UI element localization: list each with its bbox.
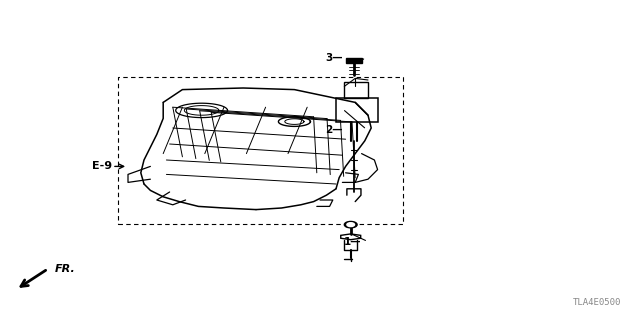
Bar — [346, 58, 362, 63]
Circle shape — [344, 221, 357, 228]
Text: FR.: FR. — [54, 264, 75, 274]
Text: E-9: E-9 — [92, 161, 112, 172]
Text: 2—: 2— — [325, 124, 342, 135]
Text: 1—: 1— — [344, 236, 362, 247]
Circle shape — [347, 223, 355, 227]
Text: TLA4E0500: TLA4E0500 — [572, 298, 621, 307]
Text: 3—: 3— — [325, 52, 342, 63]
